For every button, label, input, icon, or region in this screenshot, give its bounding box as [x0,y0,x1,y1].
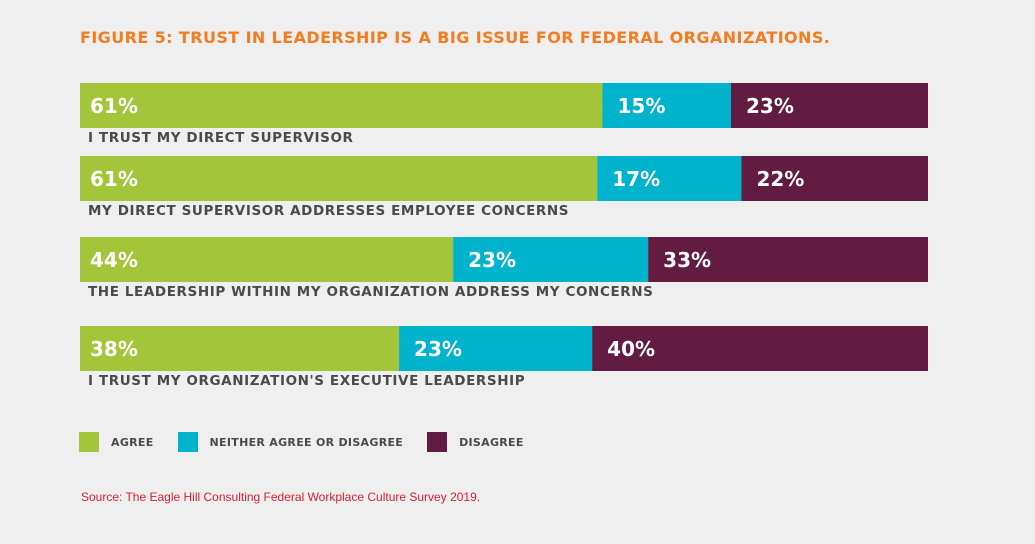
bar-neither-row-3 [453,237,649,282]
bar-neither-row-1 [602,83,731,128]
bar-disagree-row-1 [730,83,928,128]
chart-legend: AGREE NEITHER AGREE OR DISAGREE DISAGREE [79,432,548,452]
data-label-agree-row-2: 61% [90,167,138,191]
source-note: Source: The Eagle Hill Consulting Federa… [81,490,481,504]
bar-neither-row-2 [597,156,742,201]
bar-agree-row-3 [80,237,454,282]
data-label-agree-row-3: 44% [90,248,138,272]
legend-swatch-agree [79,432,99,452]
bar-agree-row-2 [80,156,598,201]
chart-title: FIGURE 5: TRUST IN LEADERSHIP IS A BIG I… [80,28,831,47]
legend-label-disagree: DISAGREE [459,435,524,449]
data-label-disagree-row-3: 33% [663,248,711,272]
legend-item-agree: AGREE [79,432,154,452]
bar-agree-row-4 [80,326,400,371]
data-label-neither-row-4: 23% [414,337,462,361]
bar-disagree-row-4 [592,326,928,371]
category-label-row-2: MY DIRECT SUPERVISOR ADDRESSES EMPLOYEE … [88,203,569,219]
data-label-agree-row-4: 38% [90,337,138,361]
legend-item-neither: NEITHER AGREE OR DISAGREE [177,432,404,452]
data-label-neither-row-2: 17% [612,167,660,191]
bar-disagree-row-2 [741,156,928,201]
category-label-row-1: I TRUST MY DIRECT SUPERVISOR [88,130,354,146]
data-label-disagree-row-2: 22% [756,167,804,191]
category-label-row-3: THE LEADERSHIP WITHIN MY ORGANIZATION AD… [88,284,654,300]
legend-label-agree: AGREE [111,435,154,449]
data-label-disagree-row-1: 23% [746,94,794,118]
bar-disagree-row-3 [648,237,928,282]
legend-swatch-disagree [427,432,448,452]
legend-label-neither: NEITHER AGREE OR DISAGREE [209,435,404,449]
data-label-neither-row-3: 23% [468,248,516,272]
legend-item-disagree: DISAGREE [427,432,524,452]
category-label-row-4: I TRUST MY ORGANIZATION'S EXECUTIVE LEAD… [88,373,525,389]
bar-agree-row-1 [80,83,603,128]
data-label-neither-row-1: 15% [618,94,666,118]
data-label-agree-row-1: 61% [90,94,138,118]
bar-neither-row-4 [399,326,593,371]
legend-swatch-neither [177,432,198,452]
data-label-disagree-row-4: 40% [607,337,655,361]
